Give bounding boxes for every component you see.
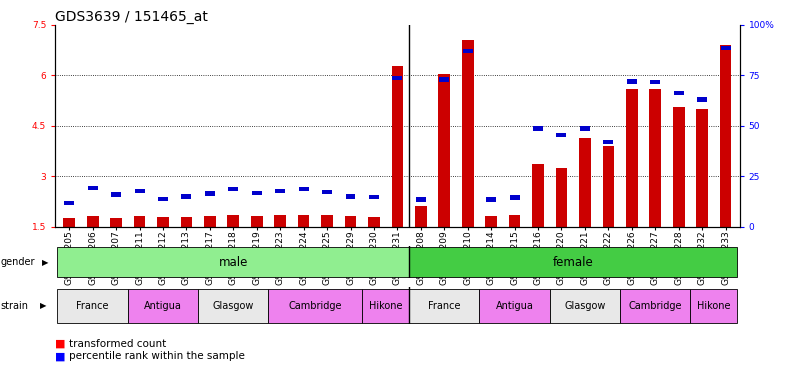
Bar: [392, 66, 403, 227]
Text: GDS3639 / 151465_at: GDS3639 / 151465_at: [55, 10, 208, 24]
Bar: [205, 192, 215, 196]
Bar: [603, 146, 614, 227]
Bar: [439, 74, 450, 227]
Bar: [158, 197, 168, 201]
Bar: [479, 289, 550, 323]
Bar: [532, 164, 544, 227]
Text: Glasgow: Glasgow: [212, 301, 254, 311]
Bar: [697, 109, 708, 227]
Bar: [198, 289, 268, 323]
Bar: [440, 77, 449, 81]
Bar: [673, 107, 684, 227]
Bar: [556, 168, 568, 227]
Text: ■: ■: [55, 339, 66, 349]
Text: Antigua: Antigua: [496, 301, 534, 311]
Bar: [345, 194, 355, 199]
Text: percentile rank within the sample: percentile rank within the sample: [69, 351, 245, 361]
Bar: [393, 76, 402, 80]
Bar: [409, 247, 737, 277]
Bar: [128, 289, 198, 323]
Bar: [627, 79, 637, 84]
Bar: [603, 140, 613, 144]
Bar: [368, 217, 380, 227]
Bar: [650, 89, 661, 227]
Bar: [719, 45, 732, 227]
Bar: [650, 80, 660, 84]
Bar: [556, 133, 566, 137]
Bar: [674, 91, 684, 95]
Bar: [697, 98, 707, 102]
Bar: [461, 40, 474, 227]
Text: strain: strain: [1, 301, 29, 311]
Bar: [485, 216, 497, 227]
Bar: [227, 215, 239, 227]
Bar: [229, 187, 238, 191]
Bar: [204, 216, 216, 227]
Bar: [508, 215, 521, 227]
Bar: [58, 247, 409, 277]
Text: female: female: [553, 256, 594, 268]
Bar: [345, 217, 356, 227]
Bar: [550, 289, 620, 323]
Text: Antigua: Antigua: [144, 301, 182, 311]
Text: ■: ■: [55, 351, 66, 361]
Text: Hikone: Hikone: [697, 301, 731, 311]
Bar: [415, 207, 427, 227]
Text: transformed count: transformed count: [69, 339, 166, 349]
Text: France: France: [76, 301, 109, 311]
Text: gender: gender: [1, 257, 36, 267]
Bar: [486, 197, 496, 202]
Bar: [182, 194, 191, 199]
Bar: [321, 215, 333, 227]
Bar: [157, 217, 169, 227]
Bar: [363, 289, 409, 323]
Bar: [721, 46, 731, 50]
Bar: [274, 215, 286, 227]
Bar: [533, 126, 543, 131]
Bar: [322, 190, 332, 194]
Bar: [64, 201, 74, 205]
Bar: [463, 49, 473, 53]
Bar: [416, 197, 426, 202]
Bar: [88, 186, 97, 190]
Text: Hikone: Hikone: [369, 301, 402, 311]
Bar: [275, 189, 285, 193]
Bar: [298, 215, 310, 227]
Bar: [87, 217, 98, 227]
Bar: [135, 189, 144, 194]
Text: France: France: [428, 301, 461, 311]
Text: male: male: [219, 256, 248, 268]
Text: ▶: ▶: [42, 258, 49, 266]
Bar: [110, 218, 122, 227]
Text: Glasgow: Glasgow: [564, 301, 606, 311]
Bar: [268, 289, 363, 323]
Bar: [251, 191, 262, 195]
Bar: [251, 216, 263, 227]
Text: ▶: ▶: [40, 301, 46, 310]
Bar: [620, 289, 690, 323]
Bar: [298, 187, 309, 191]
Bar: [626, 89, 637, 227]
Text: Cambridge: Cambridge: [629, 301, 682, 311]
Bar: [690, 289, 737, 323]
Bar: [409, 289, 479, 323]
Bar: [579, 137, 590, 227]
Bar: [509, 195, 520, 200]
Bar: [369, 195, 379, 199]
Bar: [58, 289, 128, 323]
Bar: [111, 192, 121, 197]
Text: Cambridge: Cambridge: [289, 301, 342, 311]
Bar: [181, 217, 192, 227]
Bar: [580, 126, 590, 131]
Bar: [134, 217, 145, 227]
Bar: [63, 218, 75, 227]
